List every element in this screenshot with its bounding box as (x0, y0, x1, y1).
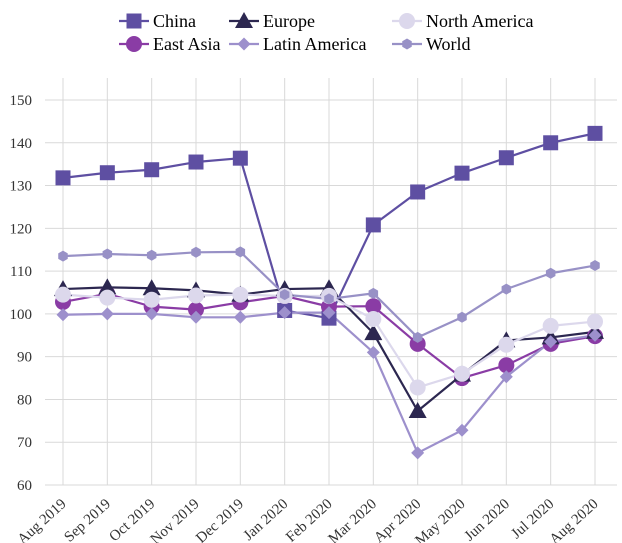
data-point-china (543, 135, 559, 151)
y-tick-label: 130 (10, 179, 33, 195)
data-point-latin-america (588, 328, 602, 342)
data-point-world (412, 331, 423, 343)
legend-marker (126, 13, 142, 29)
legend-marker (402, 38, 412, 50)
legend-item-latin-america: Latin America (229, 34, 366, 54)
data-point-north-america (454, 365, 470, 382)
legend-item-east-asia: East Asia (119, 34, 221, 54)
x-tick-label: Aug 2020 (547, 496, 602, 543)
x-tick-label: Aug 2019 (15, 496, 70, 543)
series-layer (54, 125, 604, 460)
data-point-europe (408, 401, 427, 418)
data-point-east-asia (498, 357, 515, 374)
data-point-north-america (409, 379, 426, 396)
data-point-world (191, 246, 201, 258)
legend-item-north-america: North America (392, 11, 533, 31)
data-point-europe (142, 279, 161, 296)
data-point-china (188, 154, 204, 170)
legend-marker (235, 12, 253, 28)
data-point-world (102, 248, 113, 260)
y-tick-label: 80 (17, 392, 32, 408)
data-point-north-america (587, 313, 603, 330)
data-point-world (457, 311, 467, 323)
legend-label: North America (426, 11, 533, 31)
data-point-china (365, 217, 381, 233)
data-point-europe (98, 278, 117, 295)
legend-marker (237, 37, 251, 51)
grid (45, 78, 617, 486)
data-point-europe (364, 324, 383, 341)
y-tick-label: 90 (17, 350, 32, 366)
legend-label: Europe (263, 11, 315, 31)
data-point-china (587, 125, 603, 141)
data-point-world (58, 250, 68, 262)
x-tick-label: Sep 2019 (62, 496, 115, 543)
data-point-north-america (542, 317, 559, 334)
data-point-china (99, 165, 115, 181)
legend-label: East Asia (153, 34, 221, 54)
data-point-world (324, 293, 334, 305)
data-point-latin-america (145, 307, 159, 321)
y-tick-label: 140 (10, 136, 33, 152)
data-point-china (498, 150, 514, 166)
data-point-world (279, 289, 290, 301)
y-tick-label: 70 (17, 435, 32, 451)
legend-marker (399, 13, 415, 29)
data-point-china (55, 170, 71, 186)
y-axis: 60 70 80 90 100 110 120 130 140 150 (10, 93, 33, 494)
data-point-china (410, 184, 426, 200)
y-tick-label: 120 (10, 221, 33, 237)
x-tick-label: Dec 2019 (193, 496, 247, 543)
legend-marker (126, 36, 142, 52)
data-point-world (368, 287, 379, 299)
data-point-latin-america (278, 306, 292, 320)
data-point-north-america (365, 311, 382, 328)
data-point-east-asia (188, 301, 204, 318)
data-point-latin-america (411, 446, 425, 460)
data-point-north-america (188, 287, 204, 304)
y-tick-label: 60 (17, 478, 32, 494)
data-point-east-asia (365, 298, 382, 315)
data-point-north-america (498, 336, 515, 353)
data-point-world (235, 246, 246, 258)
y-tick-label: 100 (10, 307, 33, 323)
data-point-world (545, 267, 556, 279)
legend-label: China (153, 11, 196, 31)
data-point-world (146, 249, 157, 261)
data-point-latin-america (455, 423, 469, 437)
data-point-latin-america (233, 310, 247, 324)
legend-item-europe: Europe (229, 11, 315, 31)
data-point-world (501, 283, 512, 295)
data-point-china (232, 150, 248, 166)
x-tick-label: Jun 2020 (462, 496, 513, 543)
data-point-china (144, 162, 160, 178)
data-point-latin-america (499, 370, 513, 384)
data-point-china (454, 165, 470, 181)
legend-item-china: China (119, 11, 196, 31)
data-point-latin-america (366, 345, 380, 359)
data-point-north-america (55, 286, 71, 303)
data-point-north-america (143, 291, 160, 308)
x-tick-label: Jan 2020 (241, 496, 292, 543)
data-point-latin-america (544, 335, 558, 349)
data-point-latin-america (56, 308, 70, 322)
data-point-latin-america (322, 306, 336, 320)
data-point-north-america (99, 289, 116, 306)
y-tick-label: 150 (10, 93, 33, 109)
data-point-north-america (232, 286, 249, 303)
data-point-world (590, 260, 600, 272)
legend-label: Latin America (263, 34, 366, 54)
x-tick-label: May 2020 (412, 496, 468, 543)
legend: China East Asia Europe Latin America North A… (119, 11, 533, 54)
data-point-latin-america (189, 310, 203, 324)
y-tick-label: 110 (10, 264, 32, 280)
data-point-latin-america (100, 307, 114, 321)
legend-item-world: World (392, 34, 471, 54)
legend-label: World (426, 34, 471, 54)
